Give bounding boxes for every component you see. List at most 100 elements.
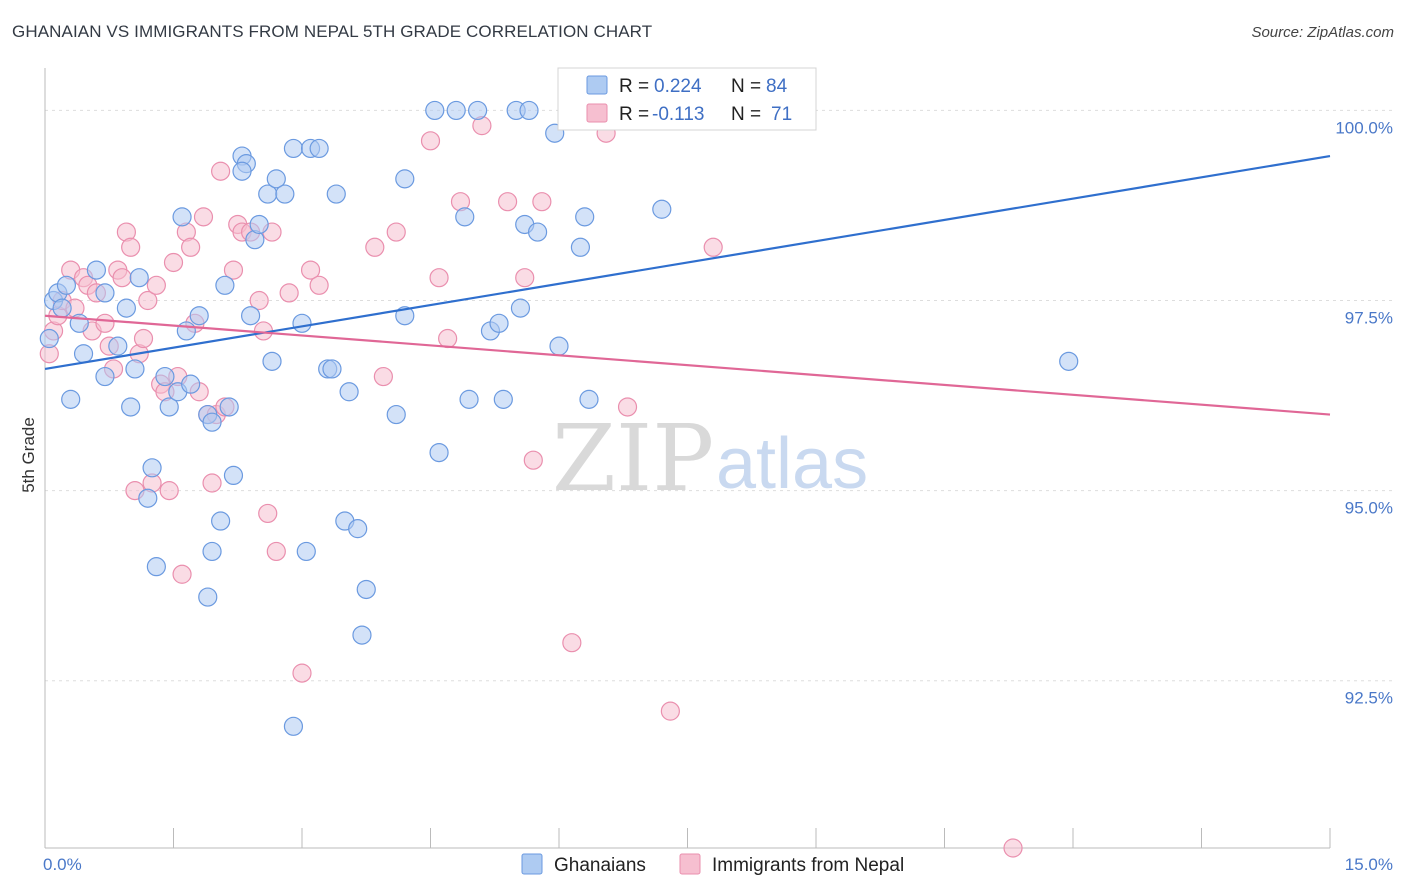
ghanaian-point	[138, 488, 158, 508]
bottom-legend-ghanaians: Ghanaians	[554, 855, 646, 876]
legend-n-label-2: N =	[731, 104, 761, 125]
nepal-point	[223, 260, 244, 280]
bottom-legend-nepal: Immigrants from Nepal	[712, 855, 904, 876]
bottom-legend-swatch-ghanaians	[521, 853, 543, 875]
nepal-point	[258, 503, 278, 524]
ghanaian-point	[275, 184, 295, 204]
ghanaian-point	[241, 306, 261, 326]
ghanaian-point	[249, 214, 269, 235]
ghanaian-point	[219, 397, 239, 417]
ghanaian-point	[519, 100, 539, 121]
y-tick-label: 100.0%	[1335, 118, 1393, 137]
nepal-point	[181, 237, 201, 257]
ghanaian-point	[95, 283, 115, 303]
nepal-point	[193, 207, 214, 227]
nepal-point	[523, 450, 543, 470]
ghanaian-point	[108, 336, 128, 356]
ghanaian-point	[223, 465, 244, 486]
ghanaian-point	[386, 404, 406, 425]
nepal-point	[429, 268, 449, 288]
tick-labels: 92.5% 95.0% 97.5% 100.0% 0.0% 15.0%	[43, 118, 1393, 874]
ghanaian-point	[95, 366, 115, 387]
nepal-point	[95, 313, 115, 333]
trend-lines	[44, 154, 1331, 416]
nepal-point	[617, 397, 638, 417]
nepal-point	[438, 328, 458, 349]
ghanaian-point	[189, 306, 209, 326]
ghanaian-point	[579, 389, 599, 409]
legend-box: R = 0.224 N = 84 R = -0.113 N = 71	[557, 67, 817, 131]
ghanaian-point	[176, 321, 196, 341]
ghanaian-point	[146, 557, 166, 577]
ghanaian-points	[39, 100, 1079, 736]
ghanaian-point	[322, 359, 342, 379]
ghanaian-point	[232, 161, 252, 181]
nepal-point	[498, 192, 518, 212]
ghanaian-point	[446, 100, 466, 121]
y-axis-title: 5th Grade	[19, 417, 38, 493]
nepal-point	[146, 275, 166, 295]
x-tick-label-max: 15.0%	[1345, 855, 1393, 874]
legend-swatch-nepal	[586, 103, 608, 123]
nepal-point	[515, 268, 535, 288]
ghanaian-point	[395, 306, 415, 326]
ghanaian-point	[292, 313, 312, 333]
ghanaian-point	[116, 298, 136, 318]
ghanaian-point	[425, 100, 445, 121]
ghanaian-point	[262, 351, 282, 371]
ghanaian-point	[570, 237, 591, 257]
legend-r-value-2: -0.113	[652, 104, 704, 125]
bottom-legend: Ghanaians Immigrants from Nepal	[521, 853, 904, 876]
watermark-zip: ZIP	[552, 405, 714, 512]
y-tick-label: 97.5%	[1345, 309, 1393, 328]
ghanaian-point	[348, 519, 368, 539]
ghanaian-point	[155, 366, 175, 387]
ghanaian-point	[283, 138, 304, 159]
legend-r-label-2: R =	[619, 104, 649, 125]
nepal-point	[373, 366, 393, 387]
ghanaian-point	[202, 541, 222, 562]
ghanaian-point	[309, 138, 329, 159]
nepal-point	[211, 161, 231, 181]
nepal-point	[309, 275, 329, 295]
ghanaian-point	[510, 298, 531, 318]
ghanaian-point	[56, 275, 77, 295]
ghanaian-point	[395, 169, 415, 189]
watermark-atlas: atlas	[716, 424, 868, 504]
ghanaian-point	[283, 716, 304, 736]
y-tick-label: 95.0%	[1345, 499, 1393, 518]
ghanaian-point	[198, 587, 218, 607]
watermark: ZIP atlas	[552, 405, 868, 512]
nepal-point	[121, 237, 141, 257]
ghanaian-point	[356, 579, 376, 600]
nepal-point	[202, 473, 222, 493]
nepal-point	[386, 222, 406, 242]
nepal-point	[703, 237, 723, 257]
ghanaian-point	[61, 389, 81, 409]
ghanaian-point	[326, 184, 346, 204]
ghanaian-point	[459, 389, 479, 409]
ghanaian-point	[172, 207, 192, 227]
nepal-point	[266, 541, 286, 562]
ghanaian-point	[211, 511, 231, 531]
nepal-point	[112, 268, 132, 288]
legend-n-value-1: 84	[766, 76, 788, 97]
ghanaian-point	[215, 275, 235, 295]
legend-n-label-1: N =	[731, 76, 761, 97]
ghanaian-point	[527, 222, 548, 242]
nepal-point	[249, 290, 269, 311]
bottom-legend-swatch-nepal	[679, 853, 701, 875]
chart-title: GHANAIAN VS IMMIGRANTS FROM NEPAL 5TH GR…	[12, 22, 653, 41]
nepal-point	[159, 481, 179, 501]
legend-r-label-1: R =	[619, 76, 649, 97]
nepal-point	[138, 290, 158, 311]
x-tick-label-min: 0.0%	[43, 855, 82, 874]
nepal-point	[172, 564, 192, 584]
nepal-point	[292, 663, 312, 683]
ghanaian-point	[455, 207, 475, 227]
nepal-point	[660, 701, 680, 721]
ghanaian-point	[489, 313, 509, 333]
ghanaian-point	[129, 268, 149, 288]
nepal-point	[133, 328, 154, 349]
